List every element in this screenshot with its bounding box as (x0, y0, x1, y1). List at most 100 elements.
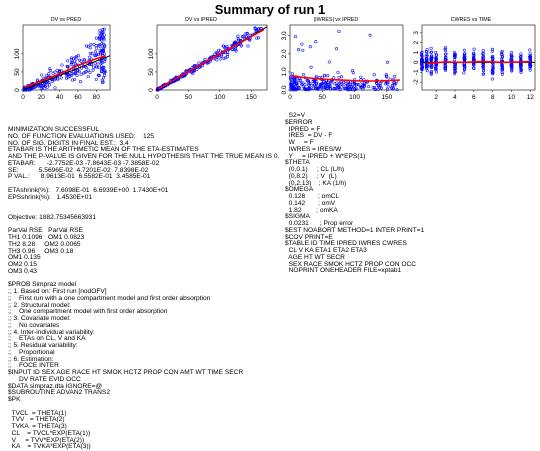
data-point (481, 64, 485, 68)
text-line: NO. OF SIG. DIGITS IN FINAL EST.: 3.4 (8, 139, 129, 147)
data-point (293, 79, 297, 83)
data-point (69, 72, 73, 76)
run-summary-text: MINIMIZATION SUCCESSFUL NO. OF FUNCTION E… (8, 126, 288, 451)
data-point (393, 74, 397, 78)
data-point (510, 55, 514, 59)
data-point (430, 56, 434, 60)
data-point (424, 65, 428, 69)
data-point (88, 70, 92, 75)
data-point (299, 81, 303, 85)
data-point (98, 29, 102, 33)
data-point (83, 70, 87, 74)
plot-title: |IWRES| vs IPRED (314, 17, 359, 23)
x-tick-label: 2 (434, 94, 438, 101)
data-point (28, 88, 32, 92)
data-point (73, 71, 77, 75)
data-point (224, 56, 228, 60)
data-point (48, 68, 52, 73)
text-line: SEX RACE SMOK HCTZ PROP CON OCC (285, 260, 417, 268)
y-tick-label: 100 (14, 48, 21, 59)
data-point (47, 83, 51, 87)
data-point (37, 85, 41, 89)
x-tick-label: 60 (74, 94, 82, 101)
data-point (32, 86, 36, 90)
data-point (97, 73, 101, 78)
data-point (434, 53, 438, 57)
data-point (100, 31, 104, 35)
data-point (40, 73, 44, 77)
data-point (313, 86, 317, 90)
x-tick-label: 40 (56, 94, 64, 101)
data-point (103, 60, 107, 64)
data-point (257, 27, 261, 31)
y-tick-label: 0.0 (281, 85, 288, 94)
text-line: $PK (8, 396, 21, 403)
x-tick-label: 12 (527, 94, 535, 101)
data-point (43, 87, 47, 91)
data-point (222, 44, 226, 48)
data-point (420, 54, 424, 58)
data-point (491, 64, 495, 68)
text-line: ;; 4. Inter-individual variability: (8, 328, 95, 336)
data-point (99, 37, 103, 41)
data-point (444, 49, 448, 53)
data-point (425, 69, 429, 73)
data-point (509, 64, 514, 68)
data-point (98, 45, 102, 49)
data-point (325, 86, 329, 90)
data-point (88, 51, 92, 55)
data-point (327, 60, 331, 64)
data-point (101, 28, 105, 32)
text-line: $EST NOABORT METHOD=1 INTER PRINT=1 (285, 226, 425, 234)
text-line: $SIGMA (285, 213, 310, 221)
text-line: $DATA simpraz.dta IGNORE=@ (8, 382, 103, 390)
data-point (92, 65, 96, 69)
text-line: ETABAR: -2.7752E-03 -7.8643E-03 -7.3858E… (8, 159, 160, 167)
x-tick-label: 150 (246, 94, 257, 101)
data-point (84, 65, 88, 69)
data-point (74, 54, 79, 59)
text-line: $ERROR (285, 118, 313, 126)
data-point (91, 68, 95, 72)
data-point (315, 86, 319, 90)
data-point (291, 86, 295, 90)
data-point (94, 77, 98, 81)
data-point (83, 58, 87, 62)
data-point (325, 82, 329, 86)
data-point (296, 48, 301, 52)
data-point (190, 71, 194, 75)
data-point (295, 83, 299, 87)
plot-iwres-vs-ipred: |IWRES| vs IPRED 0 50 100 150 0.0 1.0 2.0 3.0 (281, 17, 404, 101)
data-point (44, 81, 48, 85)
data-point (233, 40, 237, 44)
data-point (246, 44, 250, 48)
data-point (300, 42, 304, 46)
data-point (70, 78, 74, 82)
data-point (353, 84, 357, 88)
x-tick-label: 0 (288, 94, 292, 101)
text-line: ETAshrink(%): 7.6098E-01 6.6939E+00 1.74… (8, 186, 169, 194)
data-point (434, 68, 438, 72)
data-point (346, 82, 350, 86)
text-line: NOPRINT ONEHEADER FILE=xptab1 (285, 267, 402, 275)
data-point (443, 67, 447, 71)
data-point (481, 49, 485, 53)
y-tick-label: 2 (413, 41, 420, 45)
text-line: AGE HT WT SECR (285, 253, 345, 261)
data-point (453, 70, 457, 74)
data-point (299, 78, 303, 82)
data-point (472, 57, 476, 61)
text-line: IRES = DV - F (285, 132, 333, 140)
y-tick-label: -1 (413, 69, 420, 75)
data-point (429, 70, 433, 74)
text-line: Y = IPRED + W*EPS(1) (285, 152, 366, 160)
data-point (308, 45, 312, 49)
data-point (519, 69, 523, 73)
data-point (60, 63, 64, 67)
data-point (314, 74, 318, 78)
data-point (326, 74, 330, 78)
data-point (350, 69, 354, 73)
text-line: W = F (285, 139, 314, 146)
page-title: Summary of run 1 (214, 2, 326, 17)
smooth-line (426, 60, 531, 65)
